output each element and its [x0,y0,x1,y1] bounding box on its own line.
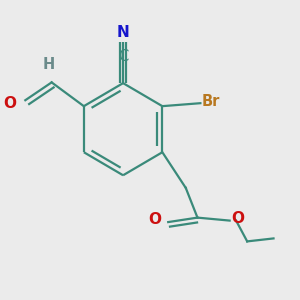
Text: O: O [4,96,16,111]
Text: H: H [43,57,55,72]
Text: C: C [118,49,128,64]
Text: O: O [231,211,244,226]
Text: O: O [148,212,161,227]
Text: N: N [117,25,130,40]
Text: Br: Br [202,94,220,109]
